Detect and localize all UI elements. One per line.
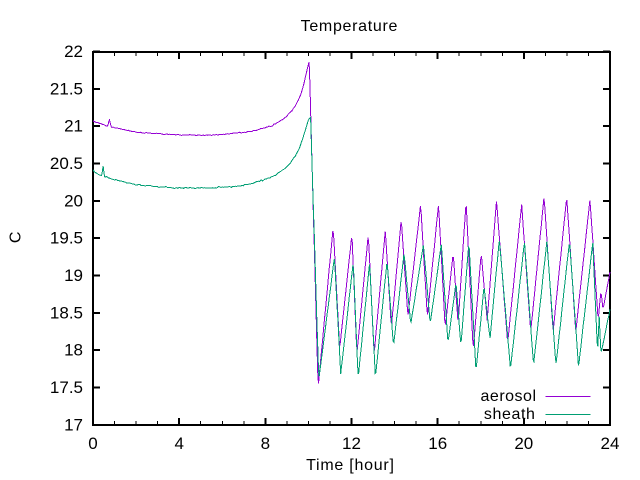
svg-text:19.5: 19.5 bbox=[50, 229, 83, 248]
svg-text:aerosol: aerosol bbox=[481, 388, 537, 405]
svg-text:Temperature: Temperature bbox=[301, 18, 399, 35]
svg-text:C: C bbox=[8, 232, 25, 244]
svg-text:22: 22 bbox=[64, 42, 83, 61]
svg-text:18.5: 18.5 bbox=[50, 303, 83, 322]
svg-text:19: 19 bbox=[64, 266, 83, 285]
svg-text:4: 4 bbox=[174, 434, 183, 453]
svg-text:17.5: 17.5 bbox=[50, 378, 83, 397]
svg-text:20: 20 bbox=[64, 191, 83, 210]
svg-text:Time [hour]: Time [hour] bbox=[306, 457, 395, 474]
svg-text:sheath: sheath bbox=[484, 406, 536, 423]
svg-text:8: 8 bbox=[261, 434, 270, 453]
svg-text:21.5: 21.5 bbox=[50, 79, 83, 98]
svg-text:20.5: 20.5 bbox=[50, 154, 83, 173]
svg-text:24: 24 bbox=[601, 434, 620, 453]
svg-text:21: 21 bbox=[64, 117, 83, 136]
svg-text:0: 0 bbox=[88, 434, 97, 453]
svg-text:17: 17 bbox=[64, 415, 83, 434]
svg-text:12: 12 bbox=[342, 434, 361, 453]
svg-text:18: 18 bbox=[64, 341, 83, 360]
svg-text:20: 20 bbox=[514, 434, 533, 453]
svg-text:16: 16 bbox=[428, 434, 447, 453]
